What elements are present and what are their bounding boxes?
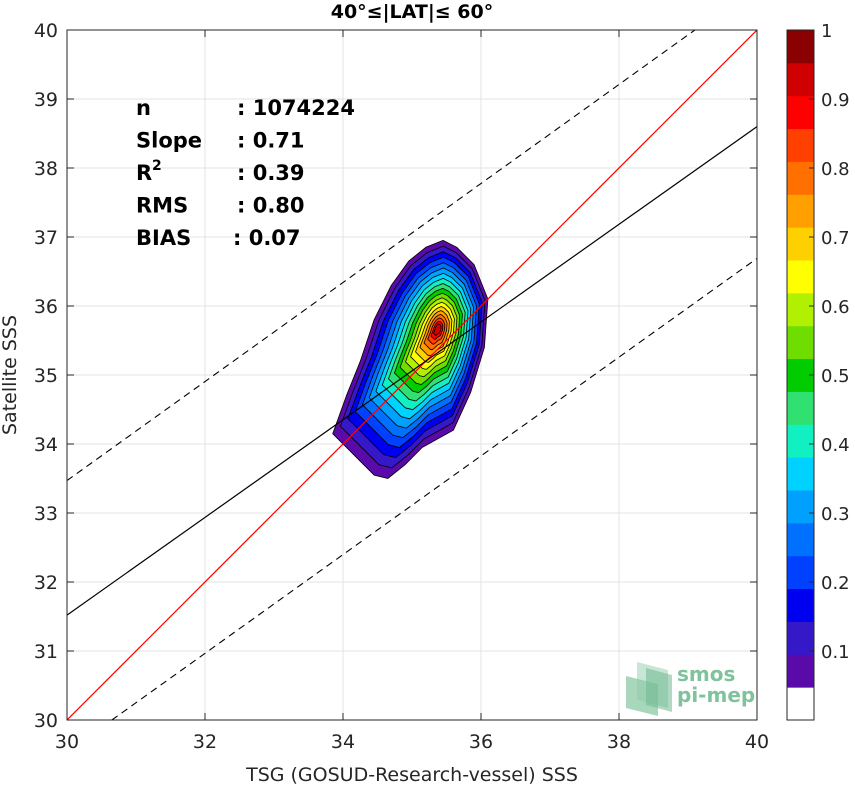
y-axis-ticks: 30 31 32 33 34 35 36 37 38 39 40 [34, 20, 757, 732]
x-axis-ticks: 30 32 34 36 38 40 [55, 30, 769, 753]
y-tick-label: 33 [34, 503, 58, 525]
y-tick-label: 31 [34, 641, 58, 663]
contour-level-0.95 [433, 323, 442, 336]
stats-box: n : 1074224 Slope : 0.71 R 2 : 0.39 RMS : 0.80 BI… [136, 96, 355, 250]
colorbar-tick-label: 0.6 [821, 297, 850, 318]
logo-text-pi-mep: pi-mep [677, 683, 755, 707]
colorbar-tick-label: 0.4 [821, 435, 850, 456]
stat-label-r: R [136, 161, 152, 185]
colorbar: 0.1 0.2 0.3 0.4 0.5 0.6 0.7 0.8 0.9 1 [786, 21, 850, 721]
colorbar-segment [787, 522, 814, 557]
y-tick-label: 34 [34, 434, 58, 456]
colorbar-segment [787, 62, 814, 97]
lower-dashed-line [111, 257, 757, 720]
colorbar-segment [787, 260, 814, 294]
one-to-one-line [67, 30, 757, 720]
colorbar-segment [787, 490, 814, 524]
colorbar-segment [787, 588, 814, 622]
y-tick-label: 35 [34, 365, 58, 387]
x-tick-label: 30 [55, 731, 79, 753]
colorbar-segment [787, 687, 814, 721]
colorbar-segment [787, 325, 814, 360]
colorbar-tick-label: 0.8 [821, 159, 850, 180]
x-tick-label: 40 [745, 731, 769, 753]
y-tick-label: 39 [34, 89, 58, 111]
colorbar-segment [787, 292, 814, 327]
colorbar-tick-label: 0.2 [821, 573, 850, 594]
colorbar-segment [787, 161, 814, 195]
stat-label-slope: Slope [136, 129, 202, 153]
colorbar-segment [787, 621, 814, 655]
x-tick-label: 38 [607, 731, 631, 753]
stat-superscript: 2 [152, 158, 162, 174]
colorbar-tick-label: 0.9 [821, 90, 850, 111]
y-tick-label: 37 [34, 227, 58, 249]
colorbar-segment [787, 555, 814, 590]
x-tick-label: 34 [331, 731, 355, 753]
regression-line [67, 126, 757, 616]
colorbar-tick-label: 0.3 [821, 504, 850, 525]
colorbar-tick-label: 0.5 [821, 366, 850, 387]
stat-label-bias: BIAS [136, 226, 191, 250]
stat-value-bias: : 0.07 [233, 226, 301, 250]
colorbar-segment [787, 391, 814, 425]
stat-label-n: n [136, 96, 151, 120]
stat-value-n: : 1074224 [237, 96, 355, 120]
colorbar-segment [787, 424, 814, 458]
y-tick-label: 30 [34, 710, 58, 732]
x-axis-label: TSG (GOSUD-Research-vessel) SSS [245, 764, 578, 786]
y-tick-label: 32 [34, 572, 58, 594]
colorbar-segment [787, 128, 814, 162]
colorbar-segment [787, 227, 814, 261]
y-tick-label: 36 [34, 296, 58, 318]
colorbar-segment [787, 95, 814, 130]
upper-dashed-line [67, 30, 696, 482]
colorbar-segment [787, 654, 814, 688]
x-tick-label: 32 [193, 731, 217, 753]
stat-value-rms: : 0.80 [237, 194, 305, 218]
y-tick-label: 40 [34, 20, 58, 42]
colorbar-segment [787, 30, 814, 64]
colorbar-tick-label: 0.1 [821, 642, 850, 663]
chart-title: 40°≤|LAT|≤ 60° [331, 1, 494, 23]
density-contours [332, 239, 489, 479]
colorbar-tick-label: 0.7 [821, 228, 850, 249]
stat-value-slope: : 0.71 [237, 129, 305, 153]
colorbar-segment [787, 194, 814, 228]
stat-value-r: : 0.39 [237, 161, 305, 185]
y-axis-label: Satellite SSS [0, 315, 21, 435]
stat-label-rms: RMS [136, 194, 188, 218]
x-tick-label: 36 [469, 731, 493, 753]
reference-lines [67, 30, 757, 720]
logo-text-smos: smos [677, 662, 735, 686]
colorbar-tick-label: 1 [821, 21, 832, 42]
colorbar-segment [787, 457, 814, 491]
smos-pi-mep-logo: smos pi-mep [626, 662, 755, 716]
y-tick-label: 38 [34, 158, 58, 180]
